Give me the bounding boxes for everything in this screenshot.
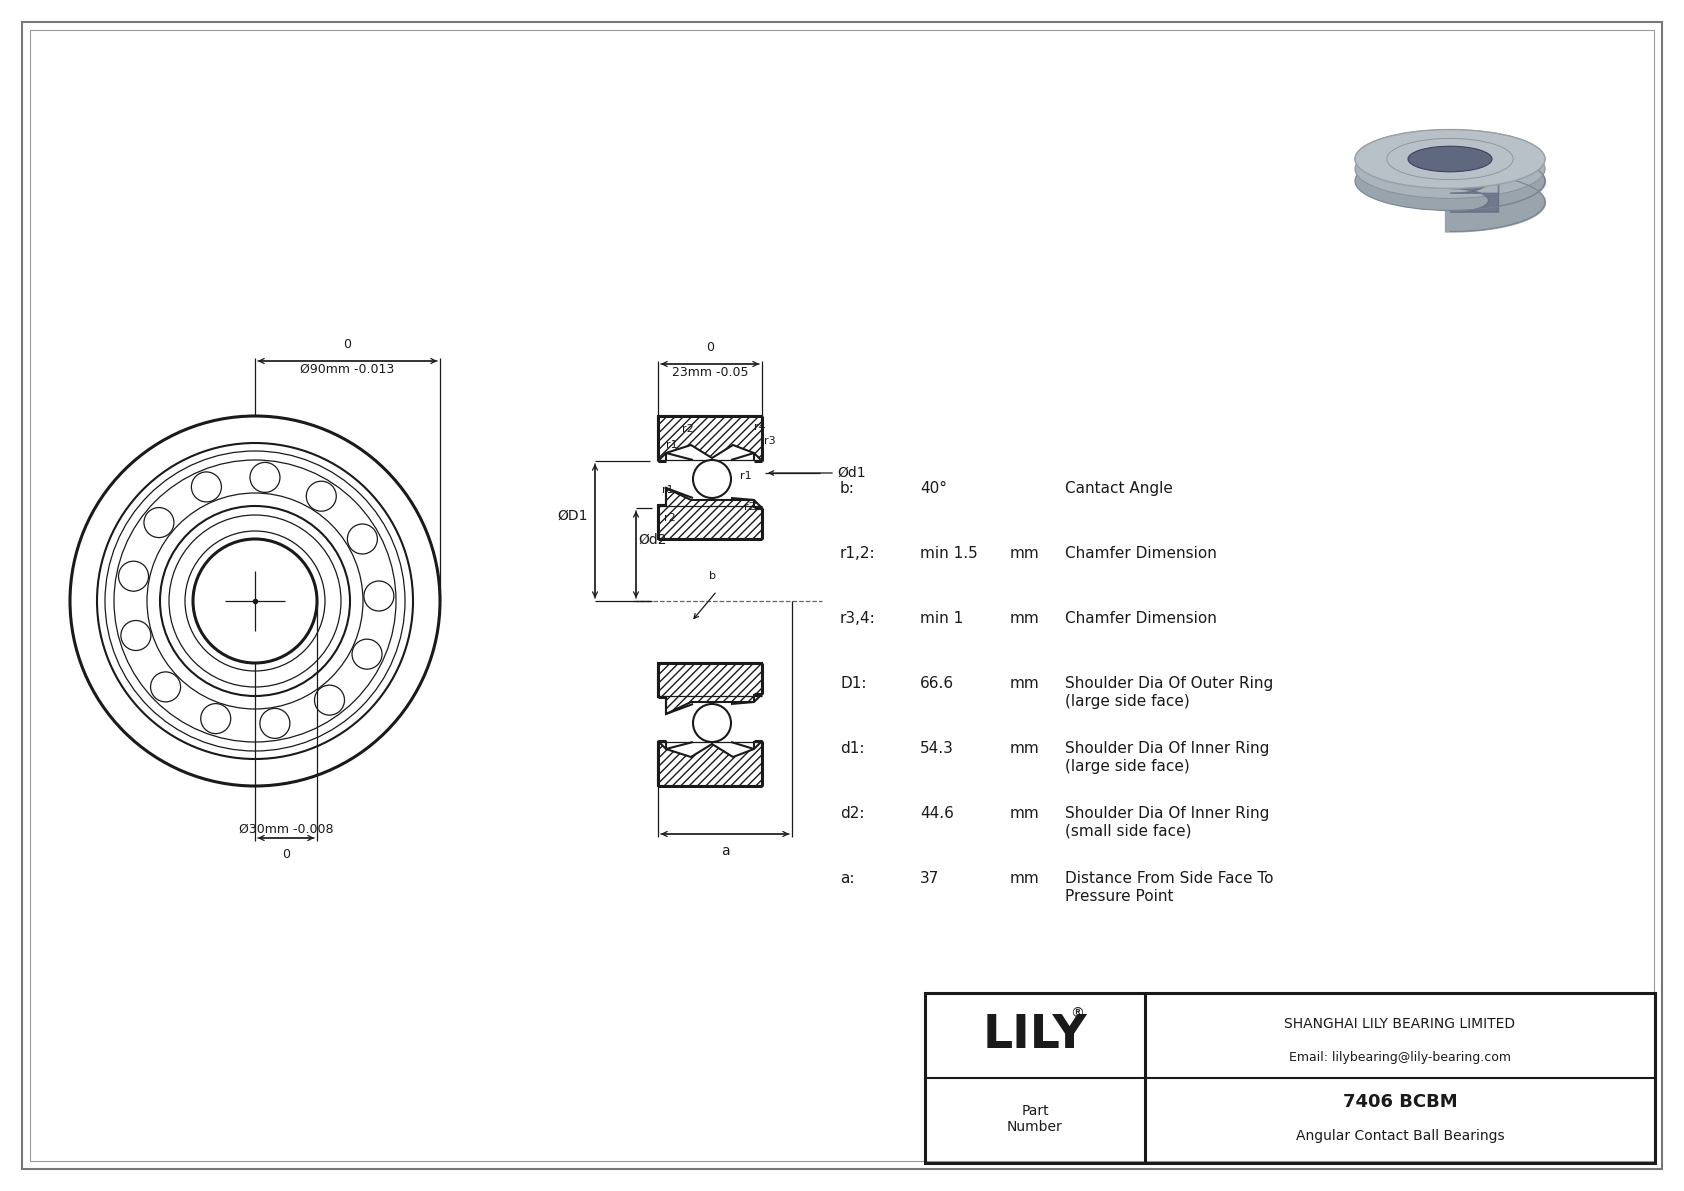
Text: SHANGHAI LILY BEARING LIMITED: SHANGHAI LILY BEARING LIMITED xyxy=(1285,1017,1516,1030)
Text: mm: mm xyxy=(1010,871,1039,886)
Text: r1: r1 xyxy=(741,470,751,481)
Text: r4: r4 xyxy=(754,422,766,432)
Text: r3,4:: r3,4: xyxy=(840,611,876,626)
Text: 7406 BCBM: 7406 BCBM xyxy=(1342,1093,1457,1111)
Text: Ø90mm -0.013: Ø90mm -0.013 xyxy=(300,363,394,376)
Text: Cantact Angle: Cantact Angle xyxy=(1064,481,1172,495)
Text: ØD1: ØD1 xyxy=(557,509,588,523)
Text: mm: mm xyxy=(1010,741,1039,756)
Text: Part
Number: Part Number xyxy=(1007,1104,1063,1134)
Text: d2:: d2: xyxy=(840,806,864,821)
Text: 44.6: 44.6 xyxy=(919,806,953,821)
Text: r1,2:: r1,2: xyxy=(840,545,876,561)
Text: a:: a: xyxy=(840,871,854,886)
Text: (large side face): (large side face) xyxy=(1064,759,1191,774)
Text: Chamfer Dimension: Chamfer Dimension xyxy=(1064,545,1218,561)
Polygon shape xyxy=(658,488,761,540)
Circle shape xyxy=(694,704,731,742)
Text: Chamfer Dimension: Chamfer Dimension xyxy=(1064,611,1218,626)
Ellipse shape xyxy=(1411,148,1489,170)
Text: Shoulder Dia Of Outer Ring: Shoulder Dia Of Outer Ring xyxy=(1064,676,1273,691)
Text: ®: ® xyxy=(1069,1006,1084,1021)
Text: Distance From Side Face To: Distance From Side Face To xyxy=(1064,871,1273,886)
Text: Ød2: Ød2 xyxy=(638,532,667,547)
Text: 66.6: 66.6 xyxy=(919,676,955,691)
Text: (small side face): (small side face) xyxy=(1064,824,1192,838)
Text: mm: mm xyxy=(1010,806,1039,821)
Text: Ød1: Ød1 xyxy=(837,466,866,480)
Text: 40°: 40° xyxy=(919,481,946,495)
Text: min 1.5: min 1.5 xyxy=(919,545,978,561)
Text: Angular Contact Ball Bearings: Angular Contact Ball Bearings xyxy=(1295,1129,1504,1143)
Text: 54.3: 54.3 xyxy=(919,741,953,756)
Text: 0: 0 xyxy=(706,341,714,354)
Ellipse shape xyxy=(1356,130,1544,188)
Text: b:: b: xyxy=(840,481,855,495)
Text: 0: 0 xyxy=(281,848,290,861)
Circle shape xyxy=(694,460,731,498)
Text: r2: r2 xyxy=(744,501,756,512)
Text: r1: r1 xyxy=(662,485,674,495)
Text: d1:: d1: xyxy=(840,741,864,756)
Text: r3: r3 xyxy=(765,436,776,445)
Ellipse shape xyxy=(1415,148,1485,167)
Text: r1: r1 xyxy=(667,439,679,450)
Text: a: a xyxy=(721,844,729,858)
Text: min 1: min 1 xyxy=(919,611,963,626)
Text: mm: mm xyxy=(1010,545,1039,561)
Text: LILY: LILY xyxy=(983,1014,1088,1058)
Text: 37: 37 xyxy=(919,871,940,886)
Text: Ø30mm -0.008: Ø30mm -0.008 xyxy=(239,823,333,836)
Text: Shoulder Dia Of Inner Ring: Shoulder Dia Of Inner Ring xyxy=(1064,806,1270,821)
Polygon shape xyxy=(658,741,761,786)
Bar xyxy=(925,993,1655,1162)
Ellipse shape xyxy=(1356,151,1544,211)
Ellipse shape xyxy=(1408,146,1492,172)
Text: b: b xyxy=(709,570,716,581)
Text: (large side face): (large side face) xyxy=(1064,694,1191,709)
Text: Shoulder Dia Of Inner Ring: Shoulder Dia Of Inner Ring xyxy=(1064,741,1270,756)
Text: 0: 0 xyxy=(344,338,352,351)
Text: mm: mm xyxy=(1010,611,1039,626)
Text: Email: lilybearing@lily-bearing.com: Email: lilybearing@lily-bearing.com xyxy=(1288,1052,1511,1064)
Text: Pressure Point: Pressure Point xyxy=(1064,888,1174,904)
Text: 23mm -0.05: 23mm -0.05 xyxy=(672,366,748,379)
Ellipse shape xyxy=(1356,130,1544,188)
Text: mm: mm xyxy=(1010,676,1039,691)
Text: r2: r2 xyxy=(663,513,675,523)
Polygon shape xyxy=(658,663,761,713)
Polygon shape xyxy=(658,416,761,461)
Ellipse shape xyxy=(1356,139,1544,199)
Text: D1:: D1: xyxy=(840,676,867,691)
Text: r2: r2 xyxy=(682,424,694,434)
